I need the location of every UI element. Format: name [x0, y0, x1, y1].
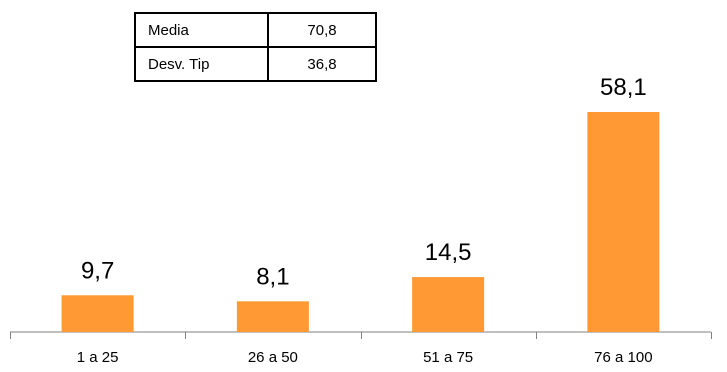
stats-label-mean: Media — [134, 12, 269, 48]
bar — [412, 277, 485, 332]
stats-table: Media 70,8 Desv. Tip 36,8 — [134, 12, 377, 82]
data-label: 14,5 — [425, 239, 472, 266]
x-tick-label: 76 a 100 — [594, 349, 652, 366]
stats-label-std-dev: Desv. Tip — [134, 46, 269, 82]
data-label: 8,1 — [256, 263, 289, 290]
stats-row-std-dev: Desv. Tip 36,8 — [134, 46, 377, 82]
stats-value-std-dev: 36,8 — [267, 46, 377, 82]
x-tick-label: 26 a 50 — [248, 349, 298, 366]
data-label: 9,7 — [81, 257, 114, 284]
data-label: 58,1 — [600, 74, 647, 101]
bar — [587, 111, 660, 333]
x-tick-label: 51 a 75 — [423, 349, 473, 366]
bar — [61, 295, 134, 332]
x-tick-label: 1 a 25 — [77, 349, 119, 366]
stats-row-mean: Media 70,8 — [134, 12, 377, 48]
stats-value-mean: 70,8 — [267, 12, 377, 48]
bar — [236, 301, 309, 332]
